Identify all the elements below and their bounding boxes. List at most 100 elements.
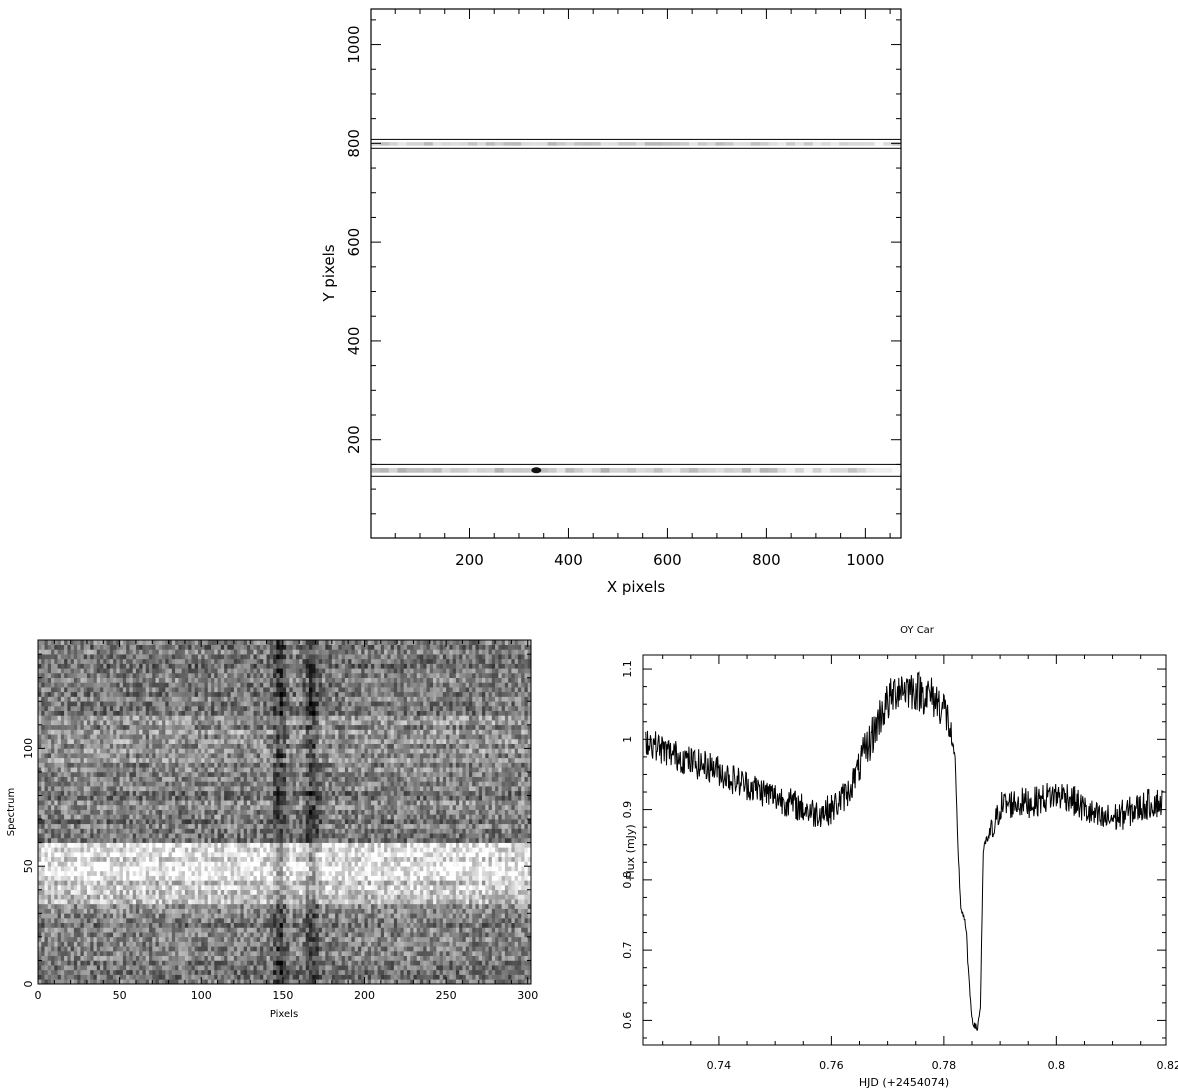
spectrum-pixel [158,922,163,928]
spectrum-pixel [344,885,349,891]
spectrum-pixel [289,960,293,966]
spectrum-pixel [217,870,222,876]
spectrum-pixel [364,870,369,876]
spectrum-pixel [341,842,346,848]
spectrum-pixel [318,889,323,895]
spectrum-pixel [217,922,222,928]
spectrum-pixel [364,889,369,895]
spectrum-trace-segment [644,468,655,473]
spectrum-pixel [77,974,81,980]
spectrum-pixel [478,946,483,952]
spectrum-pixel [197,960,202,966]
spectrum-pixel [90,852,94,858]
spectrum-pixel [171,837,176,843]
spectrum-pixel [459,927,463,933]
spectrum-pixel [109,833,114,839]
spectrum-pixel [462,889,466,895]
spectrum-pixel [426,955,431,961]
spectrum-pixel [390,965,395,971]
spectrum-pixel [266,837,271,843]
spectrum-pixel [276,960,280,966]
spectrum-pixel [90,955,94,961]
spectrum-pixel [168,861,173,867]
spectrum-pixel [468,927,473,933]
spectrum-pixel [246,837,251,843]
spectrum-pixel [96,847,101,853]
spectrum-pixel [403,913,408,919]
spectrum-pixel [305,908,310,914]
spectrum-pixel [449,847,453,853]
spectrum-pixel [289,927,293,933]
spectrum-pixel [305,965,310,971]
spectrum-pixel [103,932,107,938]
spectrum-pixel [86,922,91,928]
spectrum-pixel [158,946,163,952]
spectrum-pixel [126,941,130,947]
spectrum-pixel [478,842,483,848]
spectrum-pixel [263,885,267,891]
spectrum-pixel [482,918,486,924]
spectrum-pixel [162,847,166,853]
spectrum-pixel [488,946,493,952]
spectrum-pixel [119,903,124,909]
spectrum-pixel [263,861,267,867]
spectrum-pixel [204,932,209,938]
spectrum-pixel [475,979,480,985]
spectrum-pixel [149,965,153,971]
spectrum-pixel [220,932,225,938]
spectrum-pixel [367,908,372,914]
spectrum-pixel [397,880,401,886]
spectrum-pixel [315,837,320,843]
spectrum-pixel [240,894,244,900]
spectrum-pixel [149,837,153,843]
spectrum-pixel [286,875,290,881]
spectrum-pixel [181,969,186,975]
spectrum-pixel [276,889,280,895]
spectrum-pixel [93,918,98,924]
spectrum-pixel [482,932,486,938]
spectrum-pixel [472,941,476,947]
spectrum-pixel [184,833,189,839]
spectrum-pixel [416,856,421,862]
spectrum-pixel [100,918,104,924]
spectrum-pixel [122,899,127,905]
spectrum-pixel [468,903,473,909]
spectrum-pixel [495,856,499,862]
spectrum-pixel [67,913,71,919]
spectrum-pixel [211,936,215,942]
spectrum-pixel [149,918,153,924]
spectrum-pixel [449,885,453,891]
spectrum-pixel [73,866,78,872]
spectrum-pixel [224,852,228,858]
spectrum-pixel [308,894,313,900]
spectrum-pixel [315,885,320,891]
spectrum-pixel [403,866,408,872]
spectrum-pixel [86,913,91,919]
spectrum-pixel [194,880,199,886]
spectrum-pixel [96,889,101,895]
spectrum-pixel [191,969,196,975]
spectrum-pixel [224,903,228,909]
spectrum-pixel [227,833,231,839]
spectrum-pixel [514,932,519,938]
spectrum-pixel [279,922,284,928]
spectrum-pixel [73,870,78,876]
spectrum-pixel [491,861,496,867]
spectrum-pixel [328,913,333,919]
spectrum-pixel [237,842,241,848]
spectrum-pixel [276,913,280,919]
spectrum-pixel [47,875,52,881]
spectrum-pixel [204,889,209,895]
spectrum-pixel [113,946,117,952]
spectrum-pixel [416,936,421,942]
spectrum-pixel [426,870,431,876]
spectrum-pixel [266,913,271,919]
spectrum-pixel [178,913,182,919]
spectrum-pixel [452,837,457,843]
spectrum-pixel [371,979,375,985]
spectrum-pixel [175,946,179,952]
spectrum-pixel [403,894,408,900]
spectrum-pixel [482,861,486,867]
spectrum-pixel [403,837,408,843]
spectrum-pixel [70,908,75,914]
